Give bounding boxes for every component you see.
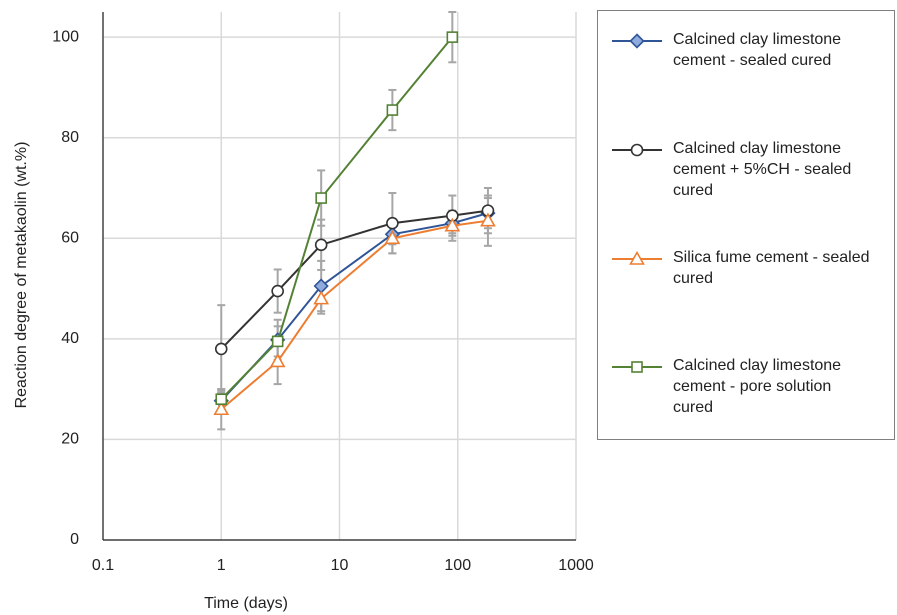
- marker: [315, 192, 327, 204]
- y-tick-label: 60: [61, 230, 79, 247]
- marker: [386, 104, 399, 116]
- y-tick-label: 20: [61, 431, 79, 448]
- legend-label: Calcined clay limestone cement - pore so…: [673, 357, 842, 416]
- marker: [480, 212, 496, 227]
- x-tick-label: 10: [331, 557, 349, 574]
- marker: [313, 290, 330, 305]
- series-line: [220, 219, 489, 411]
- legend-swatch: [612, 250, 662, 265]
- marker: [314, 238, 328, 252]
- marker: [629, 33, 645, 49]
- marker: [446, 31, 459, 43]
- marker: [271, 335, 284, 348]
- marker: [629, 250, 645, 265]
- marker: [630, 143, 644, 157]
- y-tick-label: 0: [70, 531, 79, 548]
- legend-swatch: [612, 143, 662, 157]
- marker: [215, 393, 228, 406]
- marker: [384, 230, 401, 245]
- y-tick-label: 40: [61, 330, 79, 347]
- marker: [271, 284, 284, 298]
- x-axis-label: Time (days): [204, 595, 288, 612]
- legend-swatch: [612, 361, 662, 373]
- legend-label: Calcined clay limestone cement - sealed …: [673, 31, 842, 69]
- x-tick-label: 100: [444, 557, 471, 574]
- marker: [631, 361, 643, 373]
- series-line: [220, 36, 454, 400]
- marker: [213, 401, 230, 416]
- y-tick-label: 80: [61, 129, 79, 146]
- legend-label: Silica fume cement - sealed cured: [673, 249, 870, 287]
- marker: [444, 217, 461, 232]
- y-axis-label: Reaction degree of metakaolin (wt.%): [13, 142, 30, 409]
- legend: Calcined clay limestone cement - sealed …: [597, 10, 895, 440]
- marker: [386, 216, 399, 230]
- marker: [214, 342, 228, 356]
- x-tick-label: 0.1: [92, 557, 114, 574]
- legend-label: Calcined clay limestone cement + 5%CH - …: [673, 140, 852, 199]
- x-tick-label: 1: [217, 557, 226, 574]
- x-tick-label: 1000: [558, 557, 594, 574]
- marker: [269, 353, 286, 368]
- legend-swatch: [612, 33, 662, 49]
- y-tick-label: 100: [52, 28, 79, 45]
